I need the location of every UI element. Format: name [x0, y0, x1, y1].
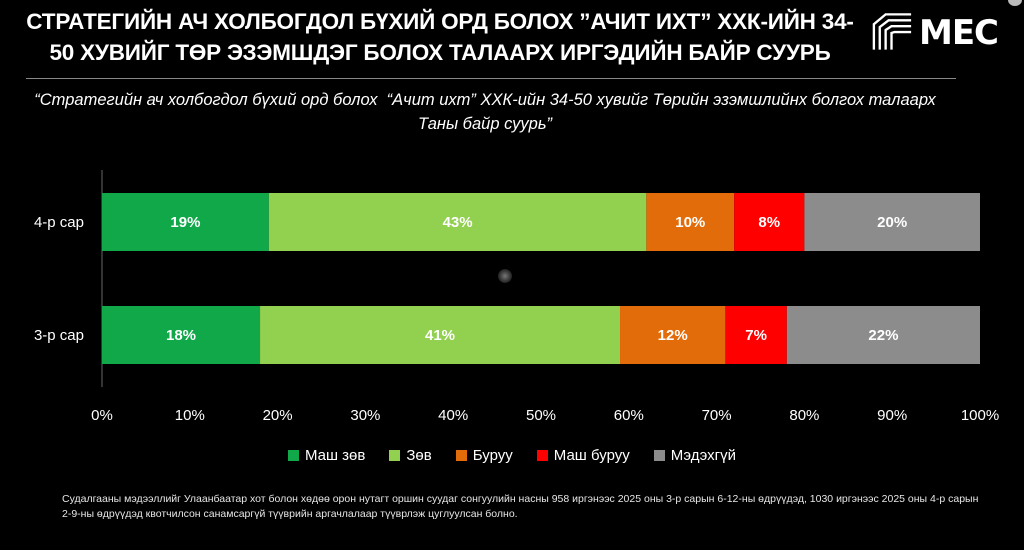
bar-segment [268, 193, 647, 251]
legend-item: Буруу [455, 447, 513, 464]
data-label: 41% [425, 327, 455, 344]
x-tick-label: 50% [526, 407, 556, 424]
legend-item: Мэдэхгүй [653, 447, 737, 464]
data-label: 7% [745, 327, 767, 344]
legend-label: Буруу [472, 447, 513, 464]
bar-segment [260, 306, 621, 364]
legend-label: Зөв [406, 447, 432, 464]
data-label: 20% [877, 214, 907, 231]
center-dot [498, 269, 512, 283]
data-label: 43% [443, 214, 473, 231]
legend-swatch [389, 450, 401, 461]
x-tick-label: 20% [263, 407, 293, 424]
data-label: 19% [170, 214, 200, 231]
category-label: 3-р сар [34, 327, 84, 344]
x-tick-label: 40% [438, 407, 468, 424]
legend-label: Мэдэхгүй [670, 447, 737, 464]
legend-swatch [653, 450, 665, 461]
data-label: 8% [758, 214, 780, 231]
bar-segment [804, 193, 980, 251]
x-tick-label: 60% [614, 407, 644, 424]
legend-item: Зөв [389, 447, 432, 464]
legend-swatch [536, 450, 548, 461]
x-tick-label: 30% [350, 407, 380, 424]
data-label: 22% [868, 327, 898, 344]
data-label: 12% [658, 327, 688, 344]
footnote: Судалгааны мэдээллийг Улаанбаатар хот бо… [62, 493, 979, 520]
bar-segment [646, 193, 735, 251]
mec-logo: MEC [868, 10, 999, 56]
data-label: 10% [675, 214, 705, 231]
stacked-bar-chart: 4-р сар 19% 43% 10% 8% 20% 3-р сар 18% 41% 12% 7% 2… [34, 170, 999, 424]
bar-segment [102, 193, 269, 251]
corner-mark [1008, 0, 1022, 6]
x-tick-label: 90% [877, 407, 907, 424]
x-tick-label: 10% [175, 407, 205, 424]
title-divider [26, 78, 956, 79]
x-tick-label: 80% [789, 407, 819, 424]
x-tick-label: 0% [91, 407, 113, 424]
bar-segment [725, 306, 787, 364]
x-tick-label: 100% [961, 407, 999, 424]
chart-legend: Маш зөв Зөв Буруу Маш буруу Мэдэхгүй [0, 447, 1024, 464]
bar-segment [102, 306, 261, 364]
chart-subtitle: “Стратегийн ач холбогдол бүхий орд болох… [34, 91, 936, 133]
category-label: 4-р сар [34, 214, 84, 231]
legend-item: Маш зөв [287, 447, 366, 464]
legend-swatch [455, 450, 467, 461]
legend-swatch [287, 450, 299, 461]
bar-segment [786, 306, 980, 364]
mec-logo-text: MEC [918, 13, 999, 53]
x-tick-label: 70% [702, 407, 732, 424]
bar-segment [734, 193, 805, 251]
data-label: 18% [166, 327, 196, 344]
legend-label: Маш зөв [304, 447, 366, 464]
legend-item: Маш буруу [536, 447, 630, 464]
mec-logo-mark-icon [872, 13, 912, 50]
page-title: СТРАТЕГИЙН АЧ ХОЛБОГДОЛ БҮХИЙ ОРД БОЛОХ … [26, 9, 854, 65]
bar-segment [620, 306, 726, 364]
legend-label: Маш буруу [553, 447, 630, 464]
